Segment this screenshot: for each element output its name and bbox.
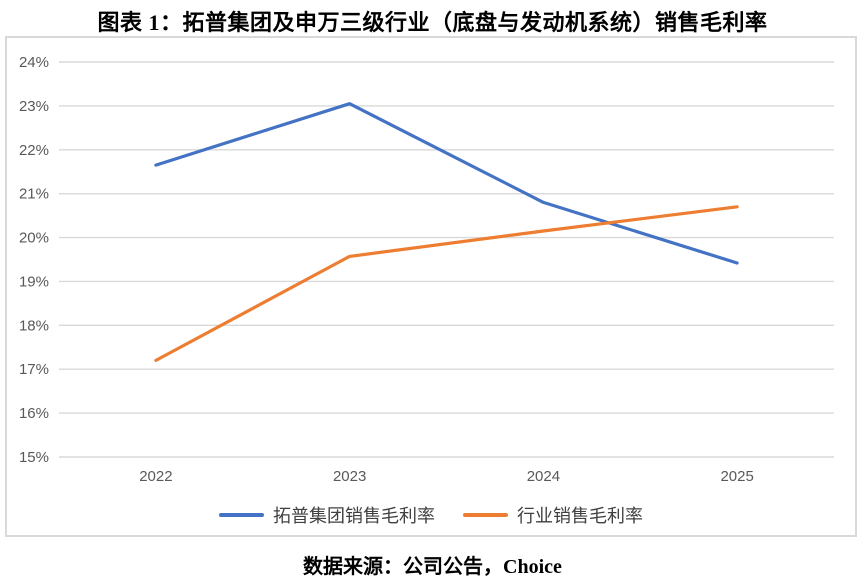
legend-line-marker <box>463 513 508 517</box>
plot-canvas: 15% 16% 17% 18% 19% 20% 21% 22% 23% 24% 2022 2023 20… <box>19 54 834 485</box>
x-tick-label: 2024 <box>527 468 560 485</box>
y-tick-label: 20% <box>19 230 49 247</box>
y-tick-label: 18% <box>19 317 49 334</box>
series-line-0 <box>154 102 739 265</box>
chart-title: 图表 1：拓普集团及申万三级行业（底盘与发动机系统）销售毛利率 <box>97 10 768 35</box>
y-tick-label: 19% <box>19 273 49 290</box>
legend-label: 行业销售毛利率 <box>517 506 643 526</box>
legend-item-1: 行业销售毛利率 <box>463 502 643 528</box>
series-line-1 <box>154 205 739 362</box>
x-tick-label: 2023 <box>333 468 366 485</box>
y-tick-label: 17% <box>19 361 49 378</box>
y-tick-label: 15% <box>19 449 49 466</box>
x-tick-label: 2022 <box>139 468 172 485</box>
legend-label: 拓普集团销售毛利率 <box>273 506 435 526</box>
y-tick-label: 24% <box>19 54 49 71</box>
legend-item-0: 拓普集团销售毛利率 <box>219 502 435 528</box>
data-source-note: 数据来源：公司公告，Choice <box>303 556 562 578</box>
chart-area: 15% 16% 17% 18% 19% 20% 21% 22% 23% 24% 2022 2023 20… <box>5 36 857 537</box>
chart-legend: 拓普集团销售毛利率 行业销售毛利率 <box>7 502 855 528</box>
y-tick-label: 23% <box>19 98 49 115</box>
legend-line-marker <box>219 513 264 517</box>
y-tick-label: 21% <box>19 186 49 203</box>
y-tick-label: 16% <box>19 405 49 422</box>
y-tick-label: 22% <box>19 142 49 159</box>
x-tick-label: 2025 <box>720 468 753 485</box>
